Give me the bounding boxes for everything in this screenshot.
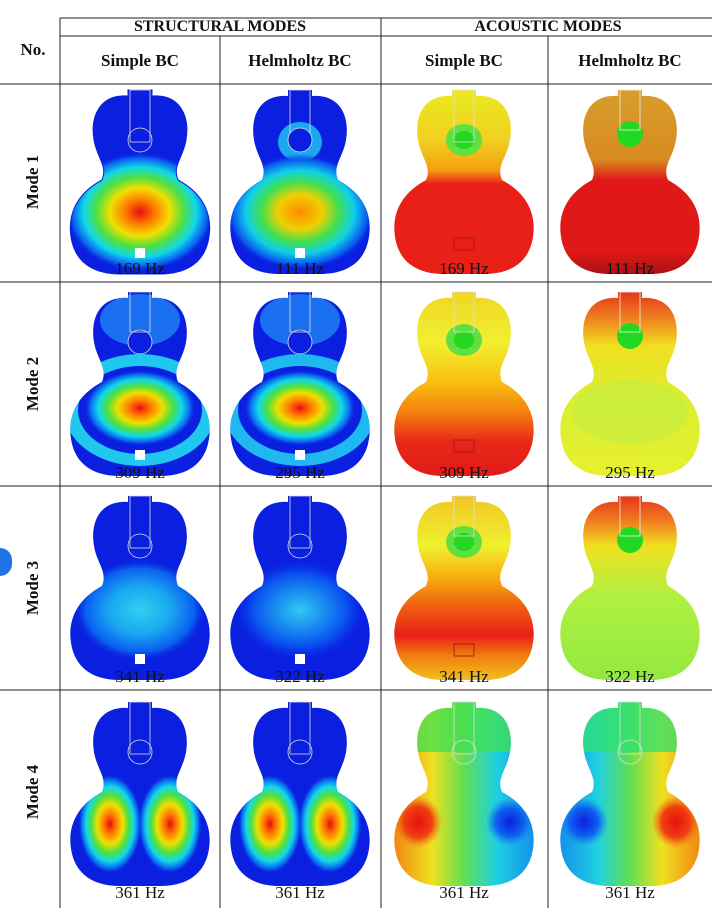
mode-3-freq-acoustic-simple: 341 Hz (439, 667, 489, 686)
mode-2-acoustic-helmholtz-plot (560, 291, 700, 476)
mode-1-acoustic-helmholtz-plot (560, 89, 700, 274)
mode-3-freq-structural-simple: 341 Hz (115, 667, 165, 686)
mode-3-structural-simple-plot (70, 495, 210, 680)
mode-2-structural-helmholtz-plot (230, 291, 370, 476)
no-column-header: No. (20, 40, 45, 59)
mode-2-freq-acoustic-helmholtz: 295 Hz (605, 463, 655, 482)
mode-3-freq-structural-helmholtz: 322 Hz (275, 667, 325, 686)
mode-4-freq-acoustic-simple: 361 Hz (439, 883, 489, 902)
mode-1-freq-structural-helmholtz: 111 Hz (276, 259, 325, 278)
mode-4-freq-structural-helmholtz: 361 Hz (275, 883, 325, 902)
group-header-structural: STRUCTURAL MODES (134, 18, 306, 35)
mode-4-structural-simple-plot (70, 701, 210, 886)
row-label-mode-2: Mode 2 (23, 357, 42, 411)
row-label-mode-3: Mode 3 (23, 561, 42, 615)
mode-2-freq-structural-simple: 309 Hz (115, 463, 165, 482)
mode-2-freq-acoustic-simple: 309 Hz (439, 463, 489, 482)
mode-4-acoustic-simple-plot (394, 701, 534, 886)
table-grid (0, 17, 712, 908)
mode-1-acoustic-simple-plot (394, 89, 534, 274)
mode-2-acoustic-simple-plot (394, 291, 534, 476)
mode-3-acoustic-simple-plot (394, 495, 534, 680)
mode-1-structural-simple-plot (69, 89, 211, 275)
mode-2-freq-structural-helmholtz: 295 Hz (275, 463, 325, 482)
mode-4-acoustic-helmholtz-plot (560, 701, 700, 886)
mode-3-acoustic-helmholtz-plot (560, 495, 700, 680)
column-header-structural-simple: Simple BC (101, 51, 179, 70)
mode-3-structural-helmholtz-plot (230, 495, 370, 680)
column-header-acoustic-helmholtz: Helmholtz BC (578, 51, 681, 70)
mode-4-structural-helmholtz-plot (230, 701, 370, 886)
group-header-acoustic: ACOUSTIC MODES (474, 18, 621, 35)
row-label-mode-1: Mode 1 (23, 155, 42, 209)
row-label-mode-4: Mode 4 (23, 764, 42, 819)
mode-1-freq-acoustic-simple: 169 Hz (439, 259, 489, 278)
mode-1-freq-structural-simple: 169 Hz (115, 259, 165, 278)
mode-1-freq-acoustic-helmholtz: 111 Hz (606, 259, 655, 278)
column-header-acoustic-simple: Simple BC (425, 51, 503, 70)
mode-3-freq-acoustic-helmholtz: 322 Hz (605, 667, 655, 686)
mode-4-freq-acoustic-helmholtz: 361 Hz (605, 883, 655, 902)
mode-1-structural-helmholtz-plot (230, 89, 370, 274)
column-header-structural-helmholtz: Helmholtz BC (248, 51, 351, 70)
mode-2-structural-simple-plot (70, 291, 210, 476)
mode-4-freq-structural-simple: 361 Hz (115, 883, 165, 902)
page-side-marker[interactable] (0, 548, 12, 576)
